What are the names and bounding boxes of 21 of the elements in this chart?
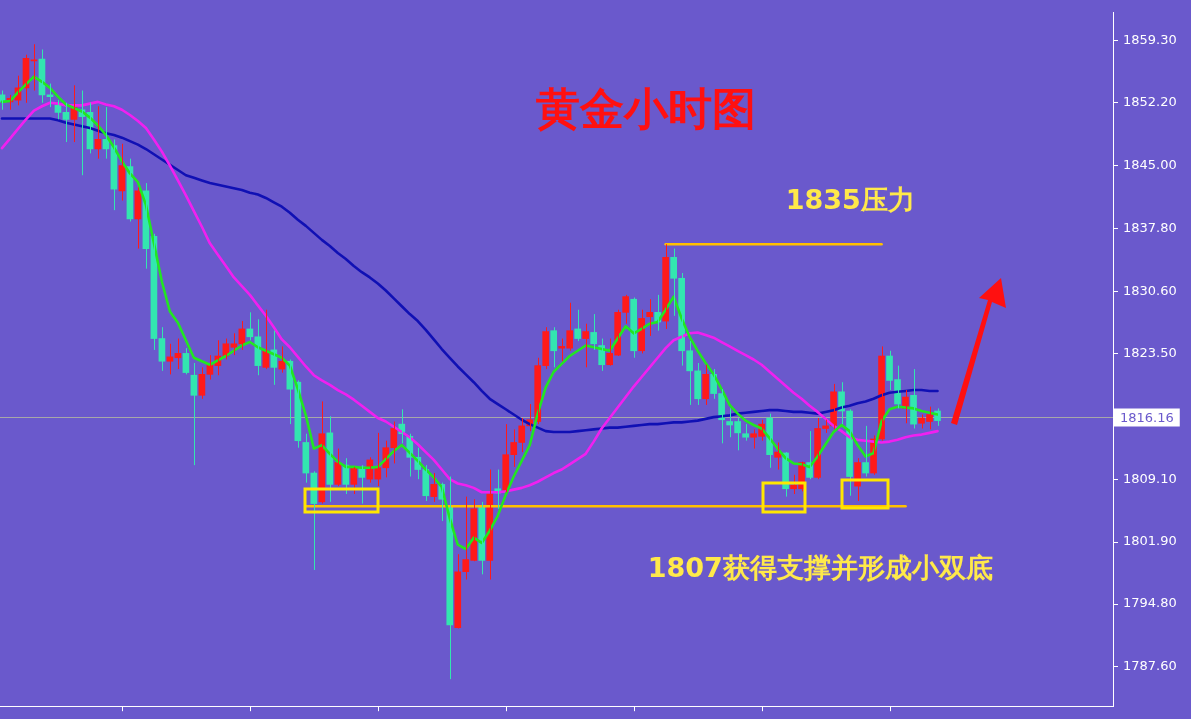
text: 黄金小时图 [535,83,756,135]
y-tick-label: 1809.10 [1123,470,1177,486]
candlestick [646,298,653,337]
y-tick-label: 1859.30 [1123,32,1177,48]
candlestick [550,326,558,368]
y-tick-label: 1830.60 [1123,282,1177,298]
candlestick [582,323,590,368]
y-tick-label: 1852.20 [1123,94,1177,110]
ref-line-label: 1816.16 [1120,409,1174,425]
y-tick-label: 1794.80 [1123,595,1177,611]
candlestick [430,472,438,503]
y-tick-label: 1837.80 [1123,219,1177,235]
candlestick [590,313,598,351]
annotation: 1807获得支撑并形成小双底 [647,552,993,584]
y-tick-label: 1823.50 [1123,344,1177,360]
y-tick-label: 1787.60 [1123,658,1177,674]
y-tick-label: 1801.90 [1123,533,1177,549]
candlestick [742,423,749,442]
y-tick-label: 1845.00 [1123,157,1177,172]
annotation: 1835压力 [785,184,915,216]
candlestick [702,364,709,406]
